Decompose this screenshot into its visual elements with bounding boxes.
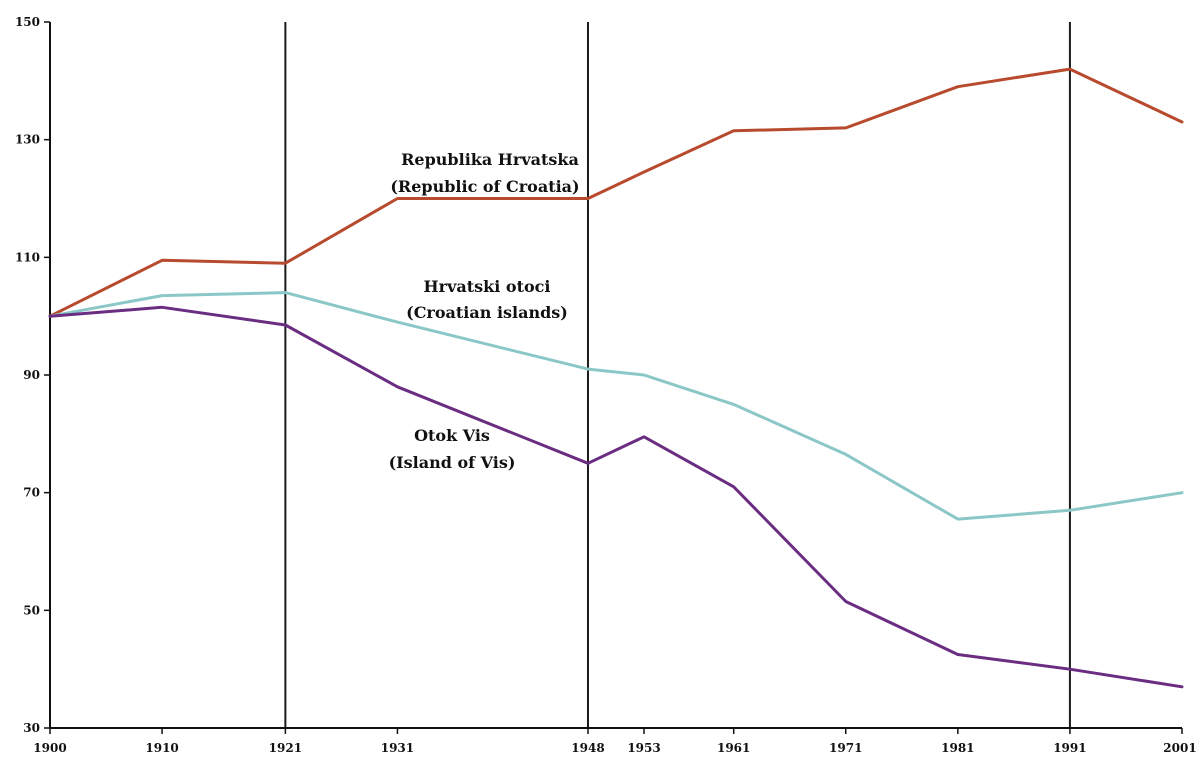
series-label-vis-line2: (Island of Vis) — [389, 453, 516, 472]
y-tick-label-110: 110 — [15, 250, 40, 264]
x-tick-label-2001: 2001 — [1163, 741, 1196, 755]
x-tick-label-1948: 1948 — [571, 741, 604, 755]
series-label-islands-line2: (Croatian islands) — [406, 303, 568, 322]
series-line-islands — [48, 291, 1184, 521]
series-line-vis — [48, 305, 1184, 689]
x-tick-label-1921: 1921 — [269, 741, 302, 755]
series-label-vis-line1: Otok Vis — [414, 426, 490, 445]
x-tick-label-1900: 1900 — [33, 741, 66, 755]
x-tick-label-1961: 1961 — [717, 741, 750, 755]
tick-marks — [44, 21, 1183, 734]
x-tick-label-1971: 1971 — [829, 741, 862, 755]
vertical-reference-lines — [284, 22, 1071, 728]
x-tick-label-1981: 1981 — [941, 741, 974, 755]
series-label-croatia-line1: Republika Hrvatska — [401, 150, 579, 169]
series-lines — [48, 67, 1184, 689]
y-tick-label-70: 70 — [23, 486, 40, 500]
tick-labels: 30 50 70 90 110 130 150 1900 1910 1921 1931 1948 195… — [15, 15, 1197, 755]
x-tick-label-1953: 1953 — [627, 741, 660, 755]
y-tick-label-50: 50 — [23, 603, 40, 617]
y-tick-label-90: 90 — [23, 368, 40, 382]
series-label-islands-line1: Hrvatski otoci — [424, 277, 551, 296]
series-label-croatia-line2: (Republic of Croatia) — [390, 177, 579, 196]
series-labels: Republika Hrvatska (Republic of Croatia)… — [389, 150, 580, 472]
y-tick-label-150: 150 — [15, 15, 40, 29]
y-tick-label-130: 130 — [15, 133, 40, 147]
x-tick-label-1910: 1910 — [145, 741, 178, 755]
x-tick-label-1991: 1991 — [1053, 741, 1086, 755]
x-tick-label-1931: 1931 — [381, 741, 414, 755]
axes — [49, 22, 1182, 729]
series-line-croatia — [48, 67, 1184, 318]
y-tick-label-30: 30 — [23, 721, 40, 735]
